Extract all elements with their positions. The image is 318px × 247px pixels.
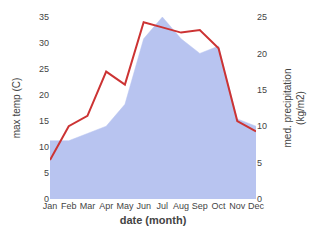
svg-text:med. precipitation(kg/m2): med. precipitation(kg/m2) <box>282 69 306 148</box>
svg-text:20: 20 <box>257 49 267 59</box>
svg-text:max temp (C): max temp (C) <box>11 78 22 139</box>
svg-text:20: 20 <box>39 90 49 100</box>
svg-text:30: 30 <box>39 38 49 48</box>
svg-text:35: 35 <box>39 12 49 22</box>
svg-text:15: 15 <box>39 116 49 126</box>
svg-text:Sep: Sep <box>192 201 208 211</box>
svg-text:5: 5 <box>257 158 262 168</box>
svg-text:Dec: Dec <box>248 201 265 211</box>
svg-text:Feb: Feb <box>61 201 77 211</box>
svg-text:Jun: Jun <box>136 201 151 211</box>
svg-text:25: 25 <box>39 64 49 74</box>
svg-text:0: 0 <box>44 194 49 204</box>
svg-text:5: 5 <box>44 168 49 178</box>
svg-text:Aug: Aug <box>173 201 189 211</box>
svg-text:Jan: Jan <box>43 201 58 211</box>
svg-text:Mar: Mar <box>80 201 96 211</box>
svg-text:Jul: Jul <box>157 201 169 211</box>
svg-text:15: 15 <box>257 85 267 95</box>
svg-text:Oct: Oct <box>212 201 227 211</box>
svg-text:10: 10 <box>39 142 49 152</box>
svg-text:date (month): date (month) <box>120 214 187 226</box>
svg-text:May: May <box>116 201 134 211</box>
svg-text:0: 0 <box>257 194 262 204</box>
svg-text:Nov: Nov <box>229 201 246 211</box>
svg-text:Apr: Apr <box>99 201 113 211</box>
svg-text:10: 10 <box>257 121 267 131</box>
svg-text:25: 25 <box>257 12 267 22</box>
